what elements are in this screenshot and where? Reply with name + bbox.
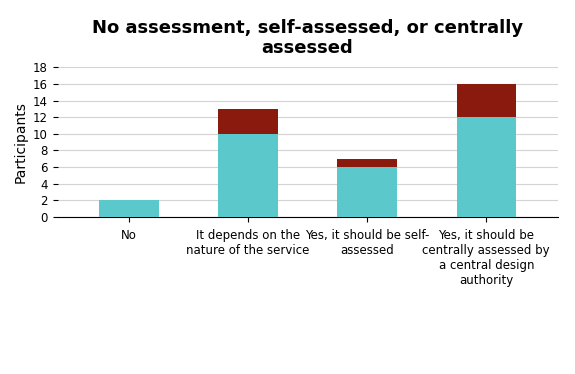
Bar	[338, 159, 397, 167]
Bar	[338, 167, 397, 217]
Bar	[218, 109, 278, 134]
Bar	[457, 117, 516, 217]
Bar	[99, 200, 159, 217]
Y-axis label: Participants: Participants	[13, 101, 27, 183]
Title: No assessment, self-assessed, or centrally
assessed: No assessment, self-assessed, or central…	[92, 19, 523, 58]
Bar	[457, 84, 516, 117]
Bar	[218, 134, 278, 217]
